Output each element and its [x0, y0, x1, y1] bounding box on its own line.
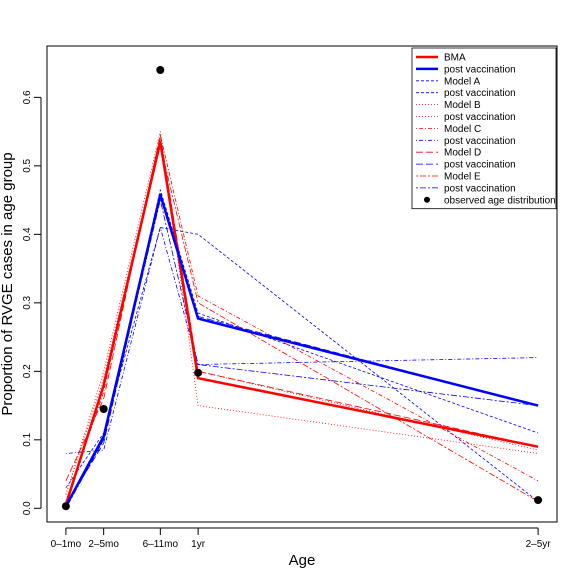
y-axis-title: Proportion of RVGE cases in age group [0, 152, 16, 415]
series-line-1 [64, 193, 539, 507]
series-line-7 [65, 227, 539, 454]
x-tick-label: 2–5yr [526, 539, 552, 550]
series-line-2 [65, 227, 539, 502]
observed-point [61, 502, 70, 511]
series-line-11 [65, 199, 539, 509]
y-tick-label: 0.2 [22, 364, 33, 378]
legend-label: post vaccination [444, 136, 516, 147]
x-axis: 0–1mo 2–5mo 6–11mo 1yr 2–5yr [51, 527, 552, 550]
legend-label: observed age distribution [444, 195, 556, 206]
legend-label: post vaccination [444, 64, 516, 75]
plot-frame [46, 45, 558, 523]
x-axis-title: Age [289, 552, 316, 569]
series-line-5 [65, 138, 539, 495]
observed-point [534, 496, 543, 505]
y-tick-label: 0.5 [22, 158, 33, 172]
observed-points-layer [61, 66, 543, 511]
legend-label: Model D [444, 148, 481, 159]
x-tick-label: 2–5mo [88, 539, 119, 550]
y-tick-label: 0.6 [22, 90, 33, 104]
y-tick-label: 0.1 [22, 432, 33, 446]
y-tick-label: 0.0 [22, 501, 33, 515]
y-tick-label: 0.3 [22, 295, 33, 309]
legend-label: Model A [444, 76, 480, 87]
series-line-0 [64, 140, 539, 506]
series-line-4 [65, 131, 539, 495]
observed-point [156, 66, 165, 74]
x-tick-label: 6–11mo [143, 539, 179, 550]
x-tick-label: 1yr [191, 539, 206, 550]
legend-label: post vaccination [444, 88, 516, 99]
legend-box [411, 47, 557, 210]
observed-point [194, 368, 203, 377]
legend-label: post vaccination [444, 112, 516, 123]
legend-label: Model C [444, 124, 481, 135]
series-layer [64, 131, 539, 509]
y-axis: 0.0 0.1 0.2 0.3 0.4 0.5 0.6 [22, 90, 42, 515]
legend-label: Model E [444, 172, 481, 183]
legend-label: post vaccination [444, 160, 516, 171]
legend-label: post vaccination [444, 183, 516, 194]
y-tick-label: 0.4 [22, 227, 33, 241]
x-tick-label: 0–1mo [51, 539, 82, 550]
legend-label: BMA [444, 53, 466, 64]
observed-point [99, 405, 108, 413]
legend-swatch [424, 196, 430, 203]
legend-label: Model B [444, 100, 481, 111]
